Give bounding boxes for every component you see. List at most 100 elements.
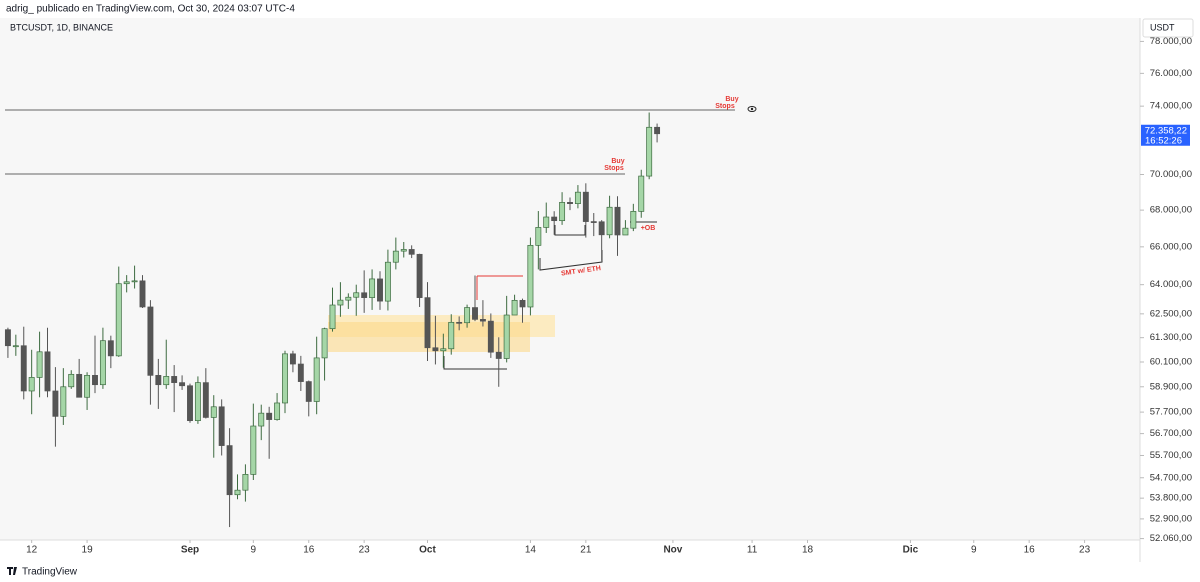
- annotation: Buy: [725, 96, 738, 103]
- candle-body: [52, 390, 59, 417]
- candle-body: [535, 227, 542, 246]
- candle-body: [503, 314, 510, 359]
- candle-body: [218, 406, 225, 446]
- y-tick-label: 52.060,00: [1150, 533, 1192, 544]
- candle-body: [582, 191, 589, 222]
- y-tick-label: 64.000,00: [1150, 279, 1192, 290]
- bracket: [554, 225, 586, 236]
- candle-body: [84, 375, 91, 398]
- candle-body: [187, 385, 193, 422]
- candle-body: [472, 307, 478, 320]
- x-tick-label: 16: [303, 545, 315, 556]
- candle-body: [527, 244, 534, 308]
- x-tick-label: 23: [1079, 545, 1091, 556]
- currency-box: [1142, 18, 1194, 38]
- x-tick-label: 23: [359, 545, 371, 556]
- candle-body: [139, 280, 146, 308]
- candle-body: [606, 206, 613, 236]
- candle-body: [440, 348, 447, 352]
- candle-body: [68, 373, 75, 388]
- currency: USDT: [1150, 22, 1175, 32]
- candle-body: [598, 221, 605, 236]
- candle-body: [353, 292, 360, 298]
- y-tick-label: 62.500,00: [1150, 308, 1192, 319]
- x-tick-label: 14: [525, 545, 537, 556]
- candle-body: [551, 216, 558, 222]
- x-tick-label: Oct: [419, 545, 436, 556]
- candle-body: [4, 329, 11, 347]
- candle-body: [337, 299, 344, 306]
- y-tick-label: 53.800,00: [1150, 493, 1192, 504]
- candle-body: [92, 375, 98, 386]
- candle-body: [543, 216, 550, 228]
- candle-body: [163, 376, 170, 386]
- y-tick-label: 68.000,00: [1150, 205, 1192, 216]
- x-tick-label: Nov: [663, 545, 682, 556]
- x-tick-label: 9: [251, 545, 257, 556]
- candle-body: [266, 412, 273, 420]
- candle-body: [20, 345, 27, 392]
- candle-body: [210, 406, 217, 418]
- x-tick-label: 11: [747, 545, 758, 556]
- candle-body: [400, 249, 407, 252]
- eye-icon[interactable]: [747, 106, 757, 112]
- candle-body: [590, 221, 597, 223]
- candle-body: [630, 211, 637, 229]
- annotation: Stops: [715, 103, 735, 110]
- candle-body: [487, 320, 494, 353]
- candle-body: [147, 306, 154, 376]
- candle-body: [179, 382, 186, 387]
- bracket: [443, 356, 507, 370]
- candle-body: [646, 126, 653, 177]
- y-tick-label: 55.700,00: [1150, 450, 1192, 461]
- candle-body: [131, 280, 138, 283]
- candle-body: [258, 412, 265, 427]
- candle-body: [171, 376, 178, 383]
- y-tick-label: 58.900,00: [1150, 381, 1192, 392]
- x-tick-label: 12: [26, 545, 38, 556]
- y-tick-label: 74.000,00: [1150, 101, 1192, 112]
- candle-body: [392, 250, 399, 263]
- candle-body: [297, 363, 304, 382]
- author-line: adrig_ publicado en TradingView.com, Oct…: [6, 4, 295, 15]
- annotation: +OB: [641, 225, 656, 232]
- annotation: Stops: [604, 165, 624, 172]
- y-tick-label: 66.000,00: [1150, 241, 1192, 252]
- footer: [0, 562, 1200, 582]
- candle-body: [234, 489, 241, 496]
- last-price-box: [1141, 124, 1190, 146]
- y-tick-label: 61.300,00: [1150, 332, 1192, 343]
- candle-body: [99, 340, 106, 386]
- candle-body: [567, 202, 573, 204]
- candle-body: [44, 351, 51, 392]
- candle-body: [76, 373, 83, 398]
- candle-body: [638, 175, 645, 212]
- candle-body: [28, 377, 35, 392]
- candle-body: [479, 319, 486, 322]
- candle-body: [321, 328, 328, 359]
- candle-body: [12, 345, 19, 348]
- brand-logo: [7, 567, 17, 575]
- y-tick-label: 70.000,00: [1150, 169, 1192, 180]
- plot-area: [0, 18, 1140, 540]
- candle-body: [408, 249, 415, 255]
- candle-body: [313, 357, 320, 402]
- x-tick-label: Sep: [181, 545, 199, 556]
- eye-icon[interactable]: [750, 107, 754, 111]
- candle-body: [194, 382, 201, 422]
- candle-body: [384, 261, 391, 302]
- candle-body: [345, 296, 352, 301]
- y-tick-label: 78.000,00: [1150, 36, 1192, 47]
- candle-body: [60, 386, 67, 417]
- y-tick-label: 76.000,00: [1150, 68, 1192, 79]
- candle-body: [329, 304, 336, 330]
- last-price-label: 72.358,22: [1145, 125, 1187, 136]
- candle-body: [361, 292, 368, 298]
- candle-body: [456, 321, 463, 324]
- candle-body: [495, 351, 502, 359]
- candle-body: [274, 402, 281, 420]
- candle-body: [432, 347, 439, 352]
- candle-body: [155, 375, 162, 386]
- candle-body: [115, 283, 122, 357]
- candle-body: [622, 227, 629, 236]
